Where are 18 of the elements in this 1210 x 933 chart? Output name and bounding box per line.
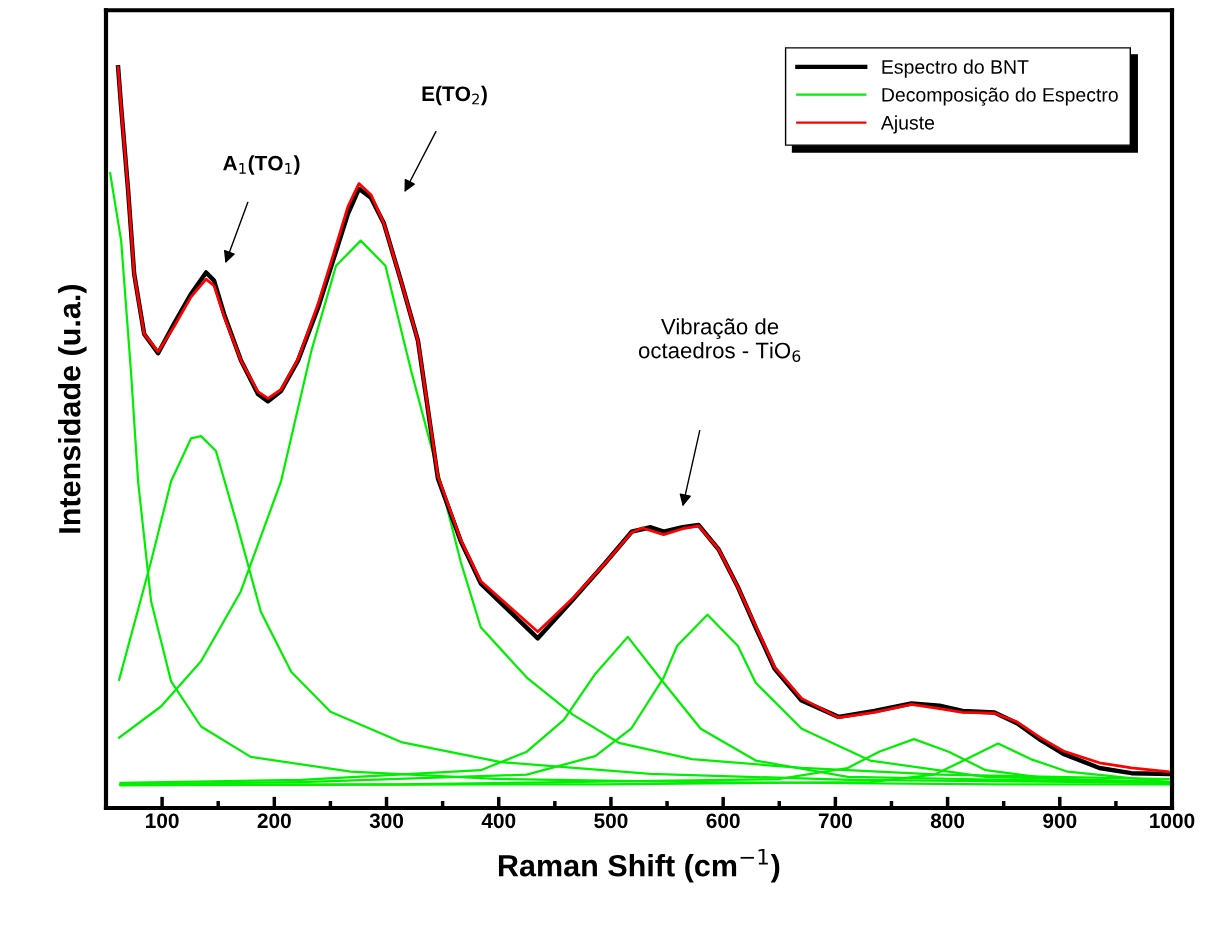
x-tick-label: 700	[818, 813, 852, 829]
x-tick-label: 900	[1043, 813, 1077, 829]
y-axis-title: Intensidade (u.a.)	[58, 285, 87, 533]
x-tick-label: 600	[706, 813, 740, 829]
x-tick-label: 500	[594, 813, 628, 829]
annotation: E(TO$_{2}$)	[422, 85, 487, 106]
x-axis-title: Raman Shift (cm$^{−1}$)	[498, 848, 780, 883]
annotation: A$_{1}$(TO$_{1}$)	[223, 155, 300, 175]
legend-label: Ajuste	[880, 115, 935, 134]
x-tick-label: 100	[146, 813, 179, 829]
x-tick-label: 800	[930, 813, 965, 829]
legend-label: Decomposição do Espectro	[882, 87, 1118, 106]
x-tick-label: 200	[257, 813, 291, 829]
legend-label: Espectro do BNT	[882, 59, 1029, 78]
x-tick-label: 1000	[1150, 813, 1195, 829]
annotation: Vibração de octaedros - TiO$_{6}$	[638, 318, 801, 363]
x-tick-label: 300	[369, 813, 404, 829]
x-tick-label: 400	[481, 813, 516, 829]
